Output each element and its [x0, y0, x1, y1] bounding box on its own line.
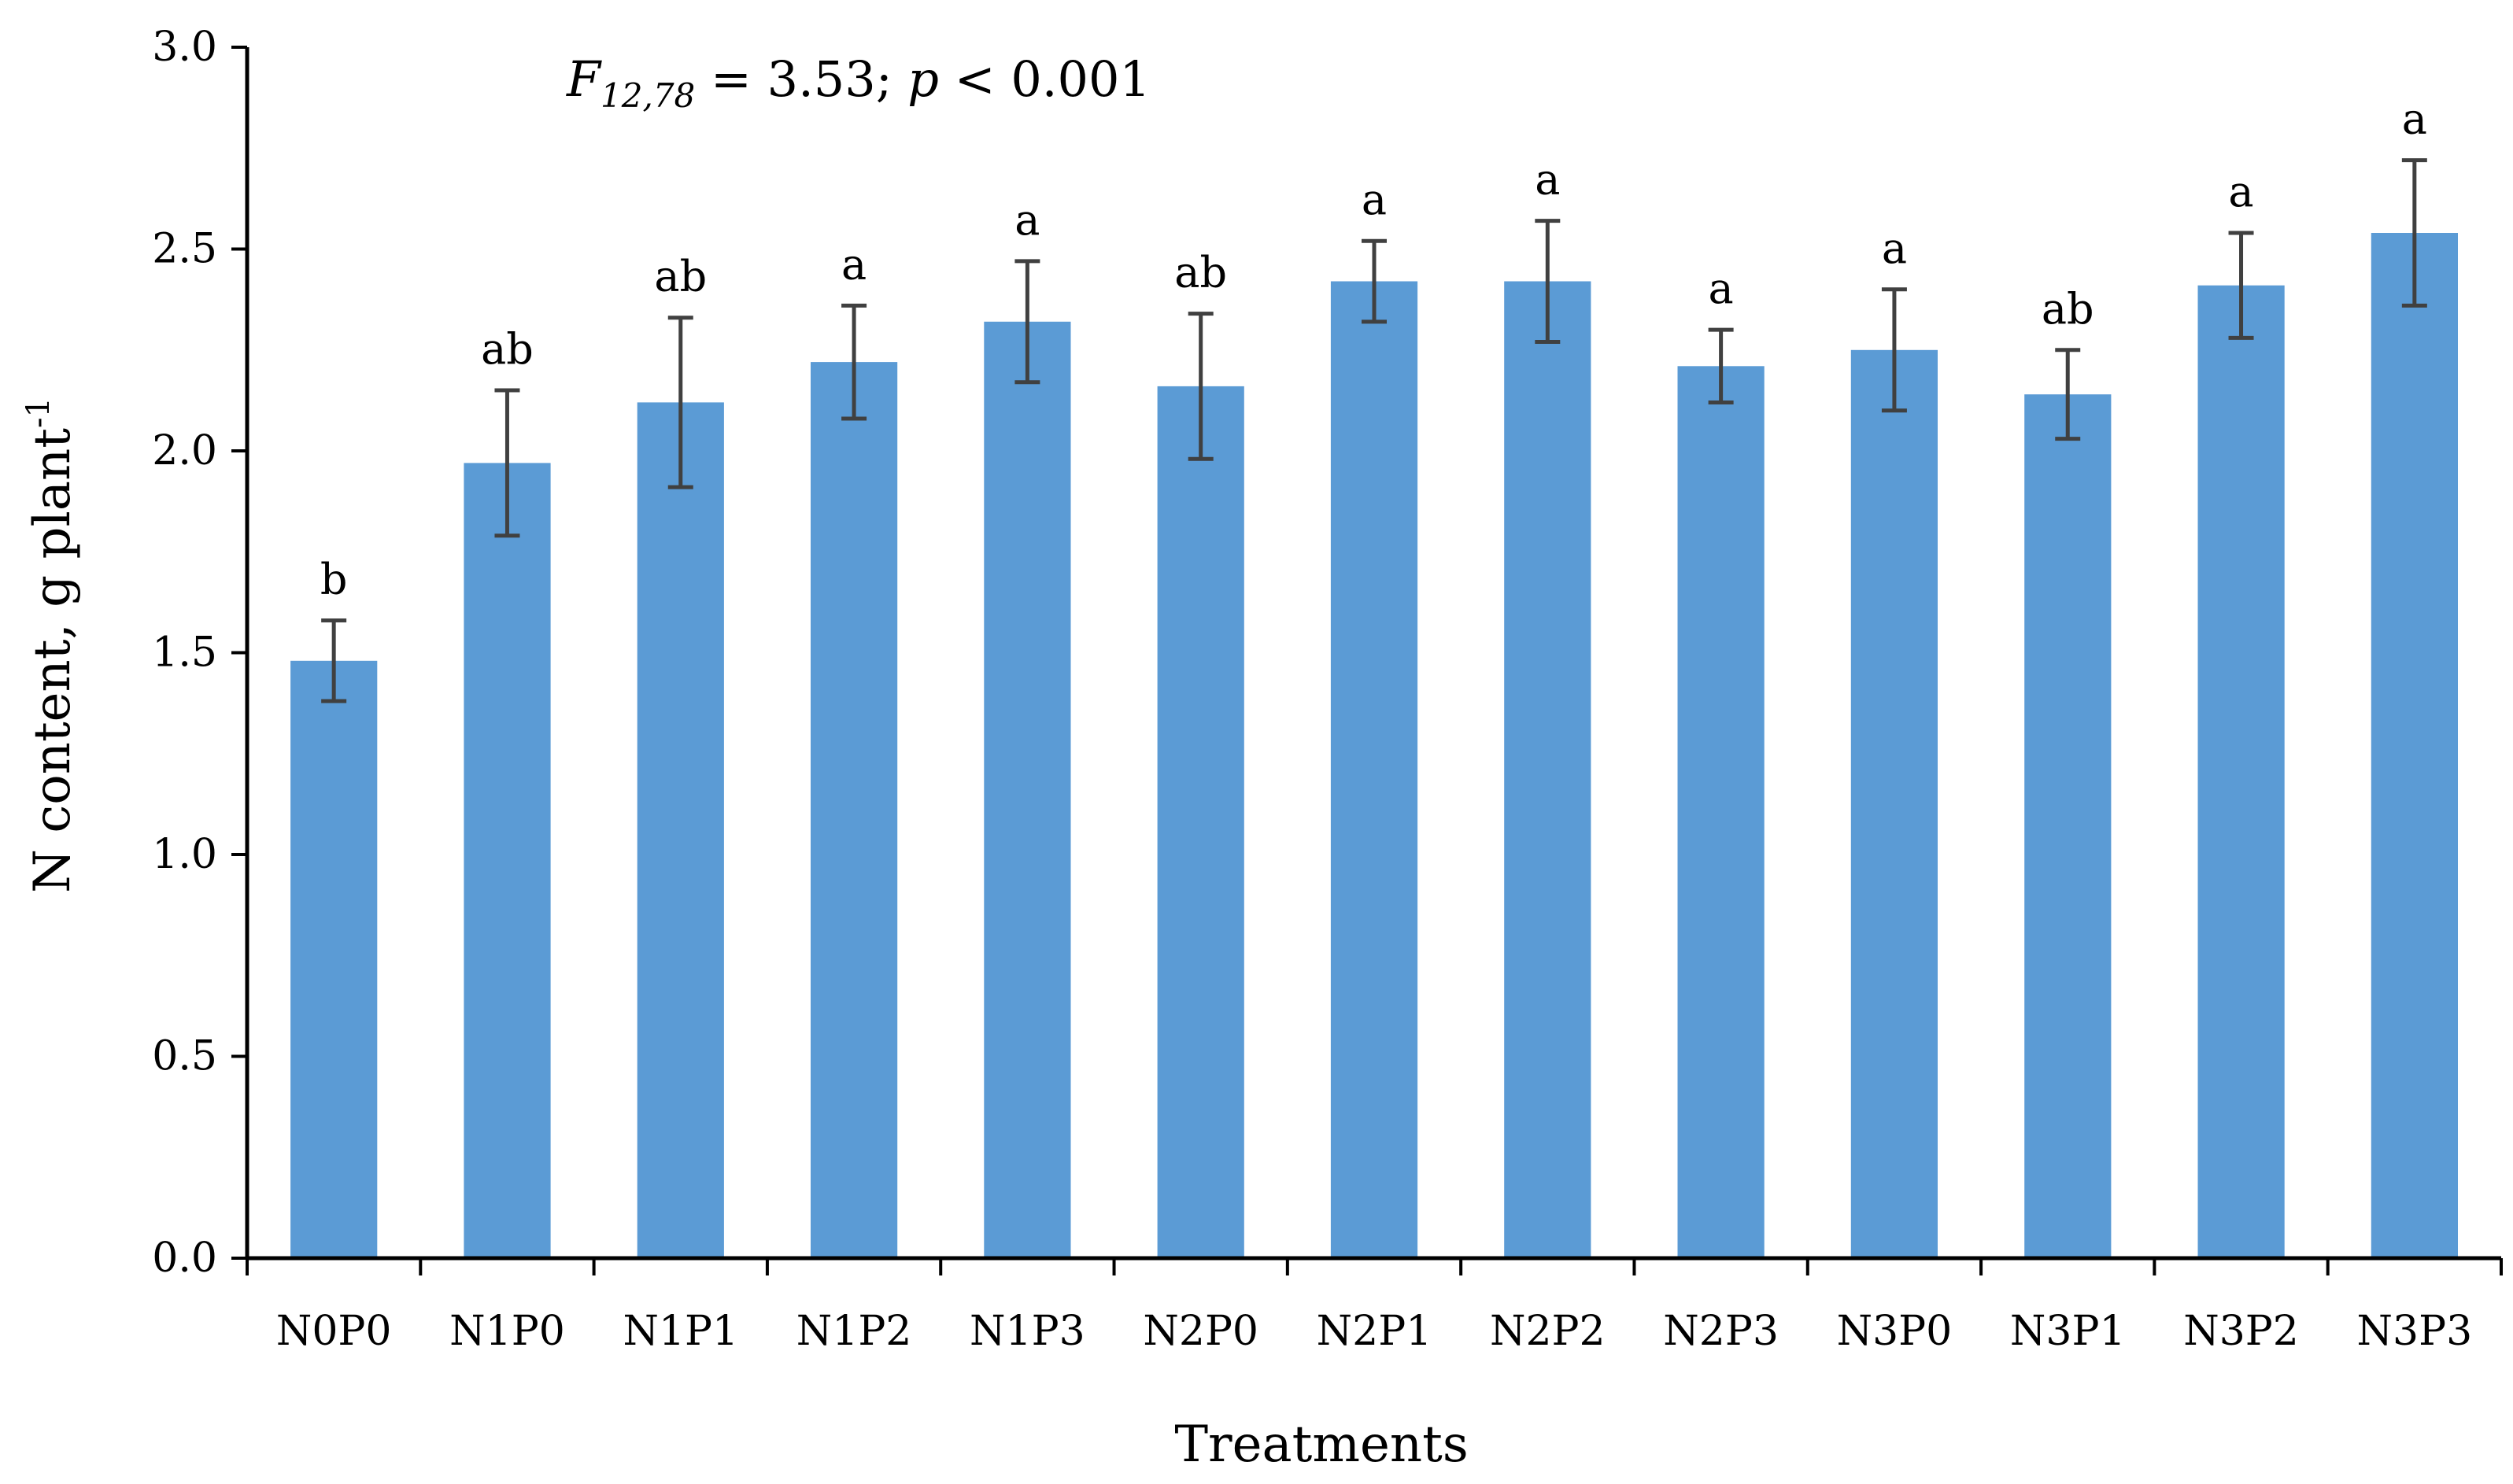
y-tick-label-0.5: 0.5 [152, 1033, 217, 1080]
bar-N2P2 [1504, 281, 1591, 1258]
error-bar-N1P2 [841, 303, 867, 421]
bar-N1P0 [464, 463, 551, 1258]
x-tick-label-N1P1: N1P1 [623, 1308, 738, 1355]
significance-label-N0P0: b [320, 555, 348, 604]
y-axis-title-superscript: -1 [20, 397, 57, 428]
bars-group [290, 233, 2458, 1259]
x-tick-label-N3P1: N3P1 [2010, 1308, 2126, 1355]
x-tick-label-N2P1: N2P1 [1317, 1308, 1432, 1355]
axes-group [231, 46, 2503, 1275]
significance-label-N1P2: a [841, 239, 867, 289]
bar-N3P1 [2024, 394, 2112, 1259]
error-bar-N3P2 [2228, 231, 2254, 340]
significance-label-N3P1: ab [2042, 284, 2094, 334]
error-bar-N2P2 [1535, 219, 1561, 344]
stat-f-subscript: 12,78 [601, 76, 695, 115]
bar-N3P0 [1850, 349, 1938, 1259]
x-tick-label-N3P0: N3P0 [1837, 1308, 1953, 1355]
error-bar-N1P3 [1014, 259, 1040, 385]
stat-p-text: < 0.001 [939, 50, 1151, 108]
stat-f-symbol: F [566, 50, 602, 108]
y-axis-title-main: N content, g plant [24, 428, 82, 893]
bar-N1P1 [637, 402, 724, 1258]
y-tick-label-1.5: 1.5 [152, 629, 217, 677]
svg-text:N content, g plant-1: N content, g plant-1 [20, 397, 82, 893]
error-bar-N1P1 [667, 316, 693, 489]
bar-N2P3 [1677, 366, 1765, 1258]
error-bar-N2P0 [1188, 312, 1214, 461]
bar-N1P2 [811, 362, 898, 1259]
significance-labels-group: b ab ab a a ab a a a a ab a a [320, 94, 2427, 604]
y-ticks-group: 0.0 0.5 1.0 1.5 2.0 2.5 3.0 [152, 24, 217, 1282]
x-tick-label-N2P3: N2P3 [1663, 1308, 1779, 1355]
stat-p-symbol: p [907, 50, 939, 108]
x-tick-label-N2P2: N2P2 [1490, 1308, 1606, 1355]
error-bars-group [321, 158, 2427, 703]
significance-label-N2P3: a [1709, 264, 1734, 313]
significance-label-N1P3: a [1014, 195, 1040, 245]
x-tick-label-N1P2: N1P2 [796, 1308, 912, 1355]
error-bar-N0P0 [321, 618, 347, 703]
significance-label-N2P0: ab [1174, 248, 1227, 297]
y-axis-title: N content, g plant-1 [20, 397, 82, 893]
error-bar-N1P0 [494, 388, 520, 538]
significance-label-N2P1: a [1362, 175, 1387, 224]
x-tick-label-N0P0: N0P0 [276, 1308, 392, 1355]
bar-N2P1 [1330, 281, 1418, 1258]
error-bar-N3P3 [2401, 158, 2427, 308]
x-tick-label-N3P3: N3P3 [2357, 1308, 2473, 1355]
x-tick-label-N1P0: N1P0 [449, 1308, 565, 1355]
significance-label-N3P3: a [2402, 94, 2427, 144]
bar-N1P3 [984, 321, 1071, 1258]
bar-N0P0 [290, 660, 378, 1258]
x-ticks-group: N0P0 N1P0 N1P1 N1P2 N1P3 N2P0 N2P1 N2P2 N2P3 N3P0… [276, 1308, 2472, 1355]
error-bar-N3P1 [2055, 348, 2081, 441]
error-bar-N3P0 [1881, 287, 1907, 413]
stat-annotation: F12,78 = 3.53; p < 0.001 [566, 50, 1151, 115]
y-tick-label-3.0: 3.0 [152, 24, 217, 71]
significance-label-N3P2: a [2228, 167, 2253, 216]
error-bar-N2P1 [1362, 238, 1387, 324]
error-bar-N2P3 [1708, 327, 1734, 404]
x-tick-label-N2P0: N2P0 [1143, 1308, 1258, 1355]
significance-label-N1P0: ab [481, 324, 534, 374]
bar-N3P3 [2371, 233, 2458, 1258]
x-axis-title: Treatments [1174, 1416, 1468, 1474]
stat-equals-text: = 3.53; [695, 50, 907, 108]
y-tick-label-2.0: 2.0 [152, 427, 217, 474]
significance-label-N3P0: a [1882, 223, 1907, 273]
bar-N2P0 [1157, 386, 1244, 1258]
y-tick-label-2.5: 2.5 [152, 226, 217, 273]
y-tick-label-1.0: 1.0 [152, 831, 217, 878]
x-tick-label-N1P3: N1P3 [970, 1308, 1085, 1355]
significance-label-N1P1: ab [654, 252, 707, 301]
bar-N3P2 [2197, 285, 2285, 1259]
x-tick-label-N3P2: N3P2 [2183, 1308, 2299, 1355]
y-tick-label-0.0: 0.0 [152, 1235, 217, 1282]
significance-label-N2P2: a [1535, 155, 1560, 205]
